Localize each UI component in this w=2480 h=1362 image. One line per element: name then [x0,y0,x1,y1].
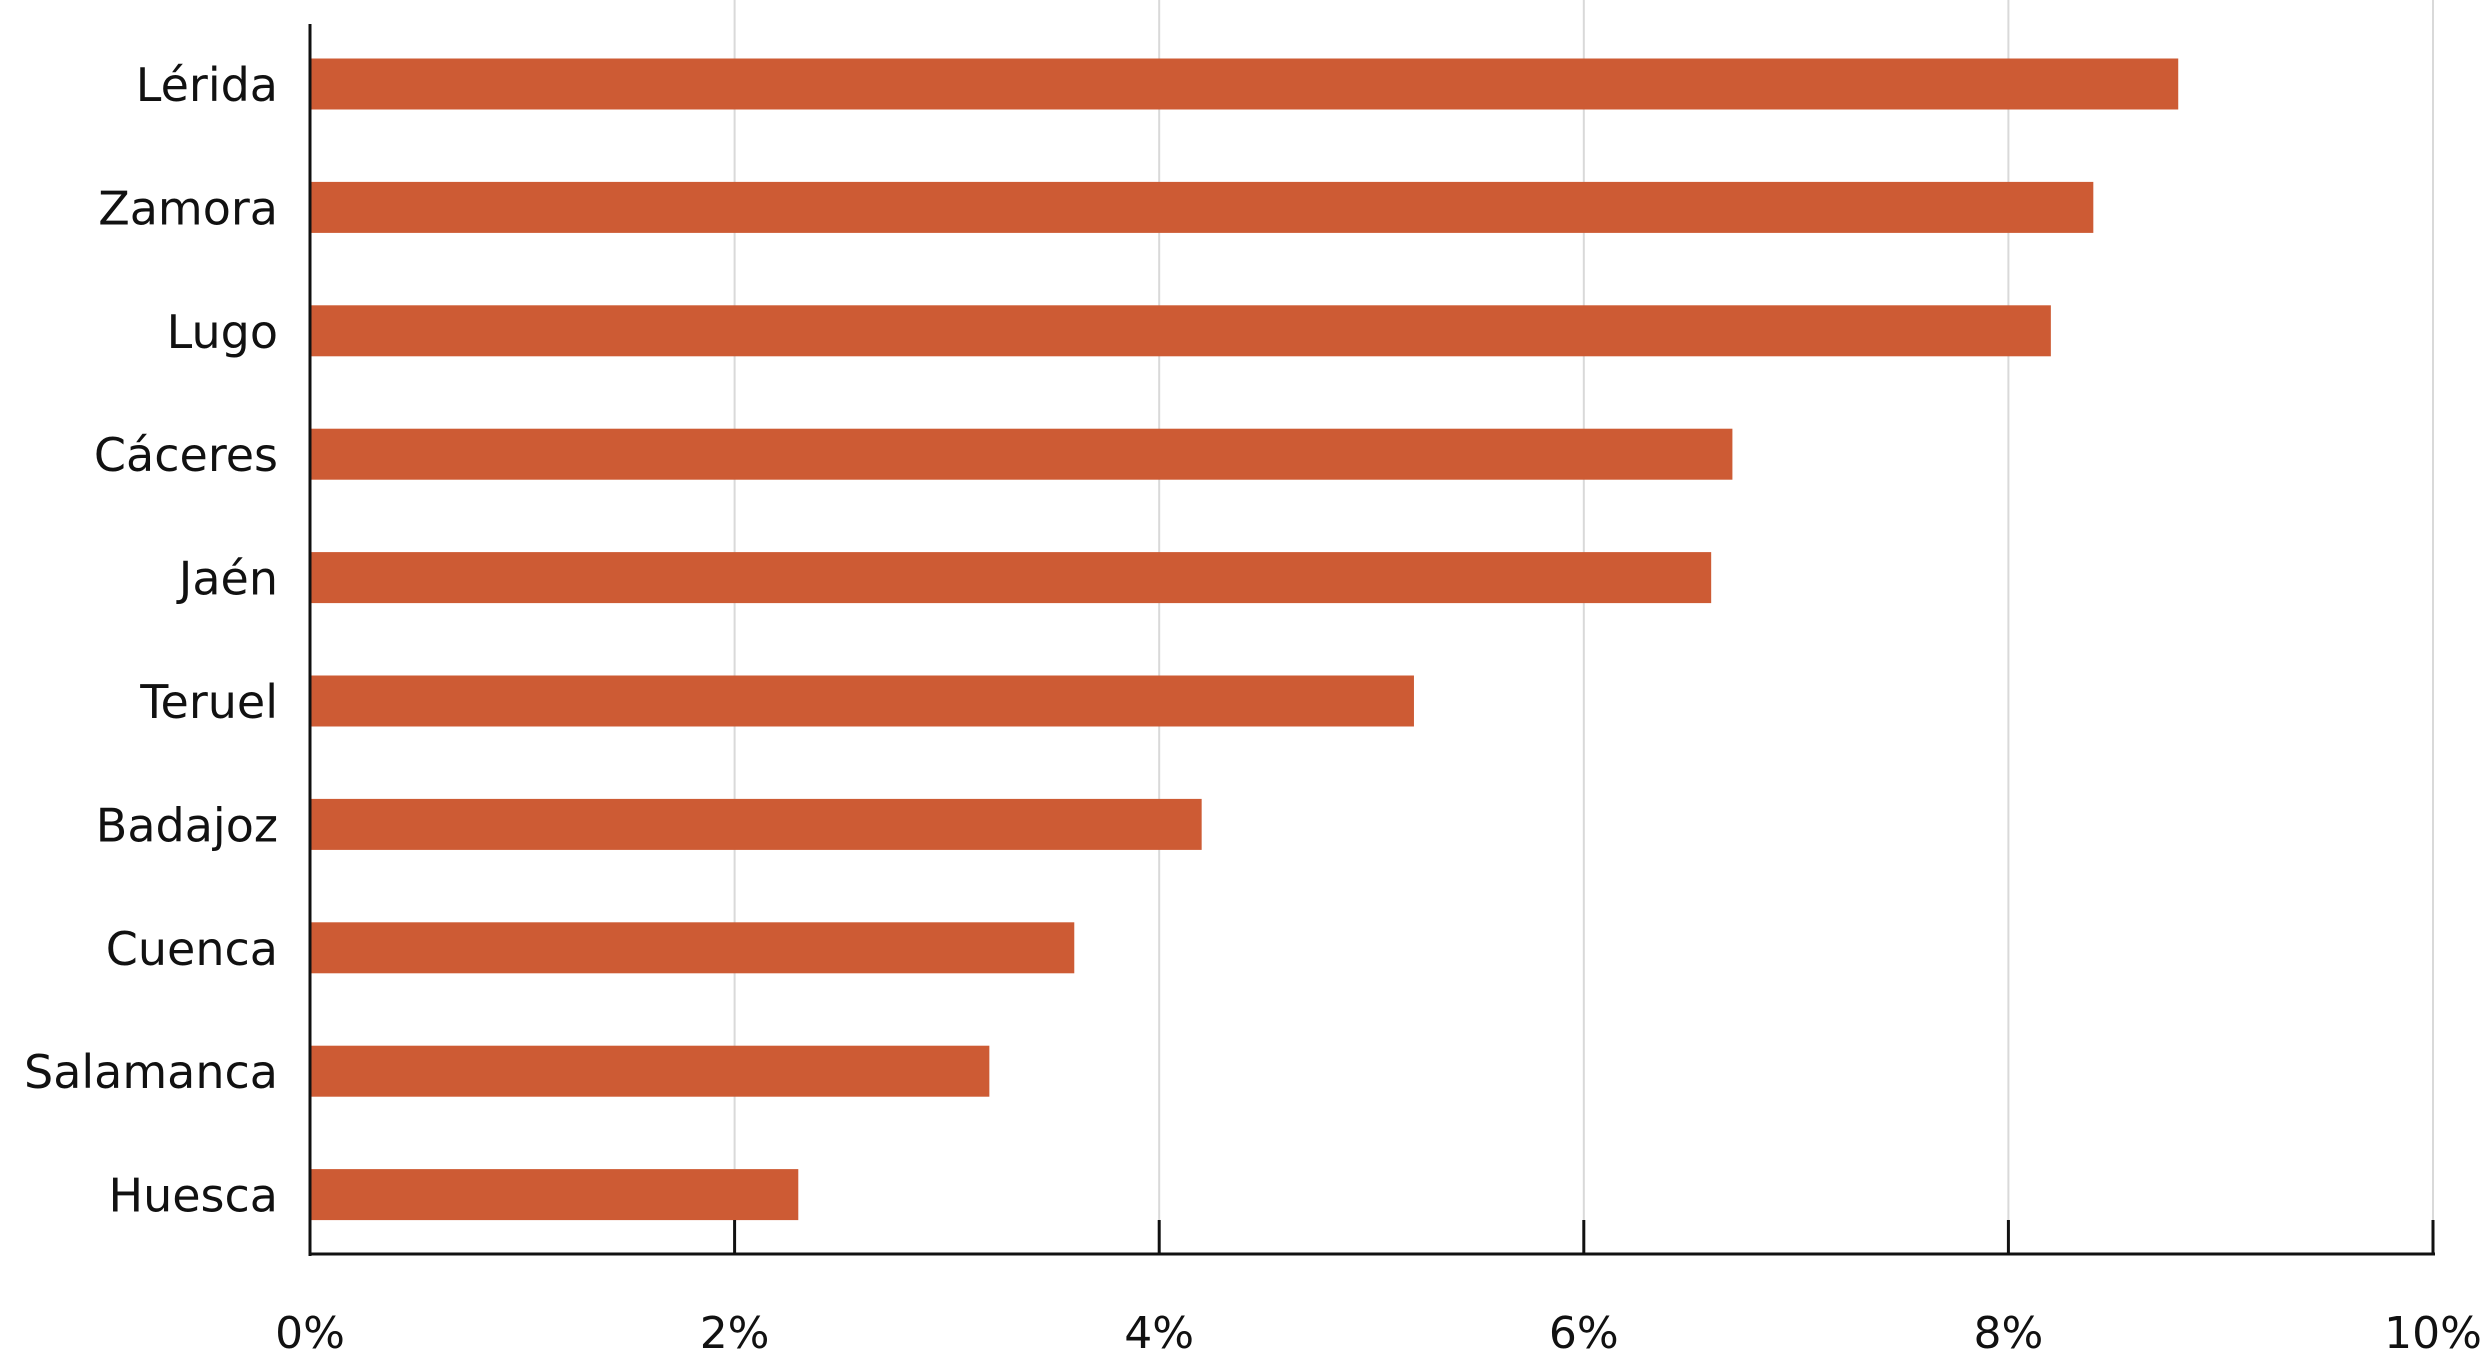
category-label: Cáceres [94,428,278,482]
category-label: Lugo [167,305,278,359]
category-label: Jaén [176,552,278,606]
x-tick-label: 0% [275,1308,345,1359]
bar-lugo [310,305,2051,357]
category-label: Badajoz [96,798,278,852]
category-label: Cuenca [106,922,278,976]
category-label: Huesca [109,1169,279,1223]
x-tick-label: 6% [1549,1308,1619,1359]
bar-salamanca [310,1045,990,1097]
category-label: Salamanca [24,1045,278,1099]
x-tick-label: 8% [1973,1308,2043,1359]
bar-cuenca [310,922,1075,974]
category-label: Zamora [98,181,278,235]
category-label: Teruel [139,675,278,729]
category-label: Lérida [136,58,278,112]
bar-zamora [310,181,2094,233]
bar-lérida [310,58,2179,110]
bar-jaén [310,552,1712,604]
x-tick-label: 10% [2384,1308,2480,1359]
bar-teruel [310,675,1414,727]
bar-badajoz [310,798,1202,850]
bar-cáceres [310,428,1733,480]
x-tick-label: 4% [1124,1308,1194,1359]
bar-huesca [310,1169,799,1221]
x-tick-label: 2% [700,1308,770,1359]
